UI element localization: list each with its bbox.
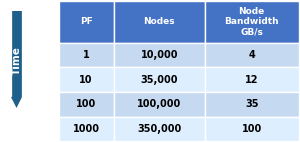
Text: 35,000: 35,000 [141, 75, 178, 85]
Bar [58, 43, 114, 67]
Bar [58, 1, 114, 43]
Text: 35: 35 [245, 99, 259, 109]
Text: 1: 1 [83, 50, 89, 60]
Text: 100: 100 [242, 124, 262, 134]
Text: 10: 10 [80, 75, 93, 85]
Text: 100,000: 100,000 [137, 99, 182, 109]
Text: 12: 12 [245, 75, 259, 85]
Bar [114, 117, 205, 141]
Text: PF: PF [80, 17, 92, 26]
Bar [58, 67, 114, 92]
Text: Node
Bandwidth
GB/s: Node Bandwidth GB/s [224, 7, 279, 37]
Bar [58, 117, 114, 141]
Bar [114, 43, 205, 67]
Bar [58, 92, 114, 117]
Bar [205, 117, 298, 141]
Text: 1000: 1000 [73, 124, 100, 134]
Text: 10,000: 10,000 [141, 50, 178, 60]
Text: 100: 100 [76, 99, 96, 109]
Bar [114, 1, 205, 43]
Bar [205, 92, 298, 117]
Bar [205, 43, 298, 67]
Text: Nodes: Nodes [143, 17, 175, 26]
Bar [114, 92, 205, 117]
Text: 4: 4 [248, 50, 255, 60]
Bar [205, 1, 298, 43]
Bar [114, 67, 205, 92]
Text: Time: Time [11, 47, 22, 76]
Bar [205, 67, 298, 92]
Text: 350,000: 350,000 [137, 124, 182, 134]
